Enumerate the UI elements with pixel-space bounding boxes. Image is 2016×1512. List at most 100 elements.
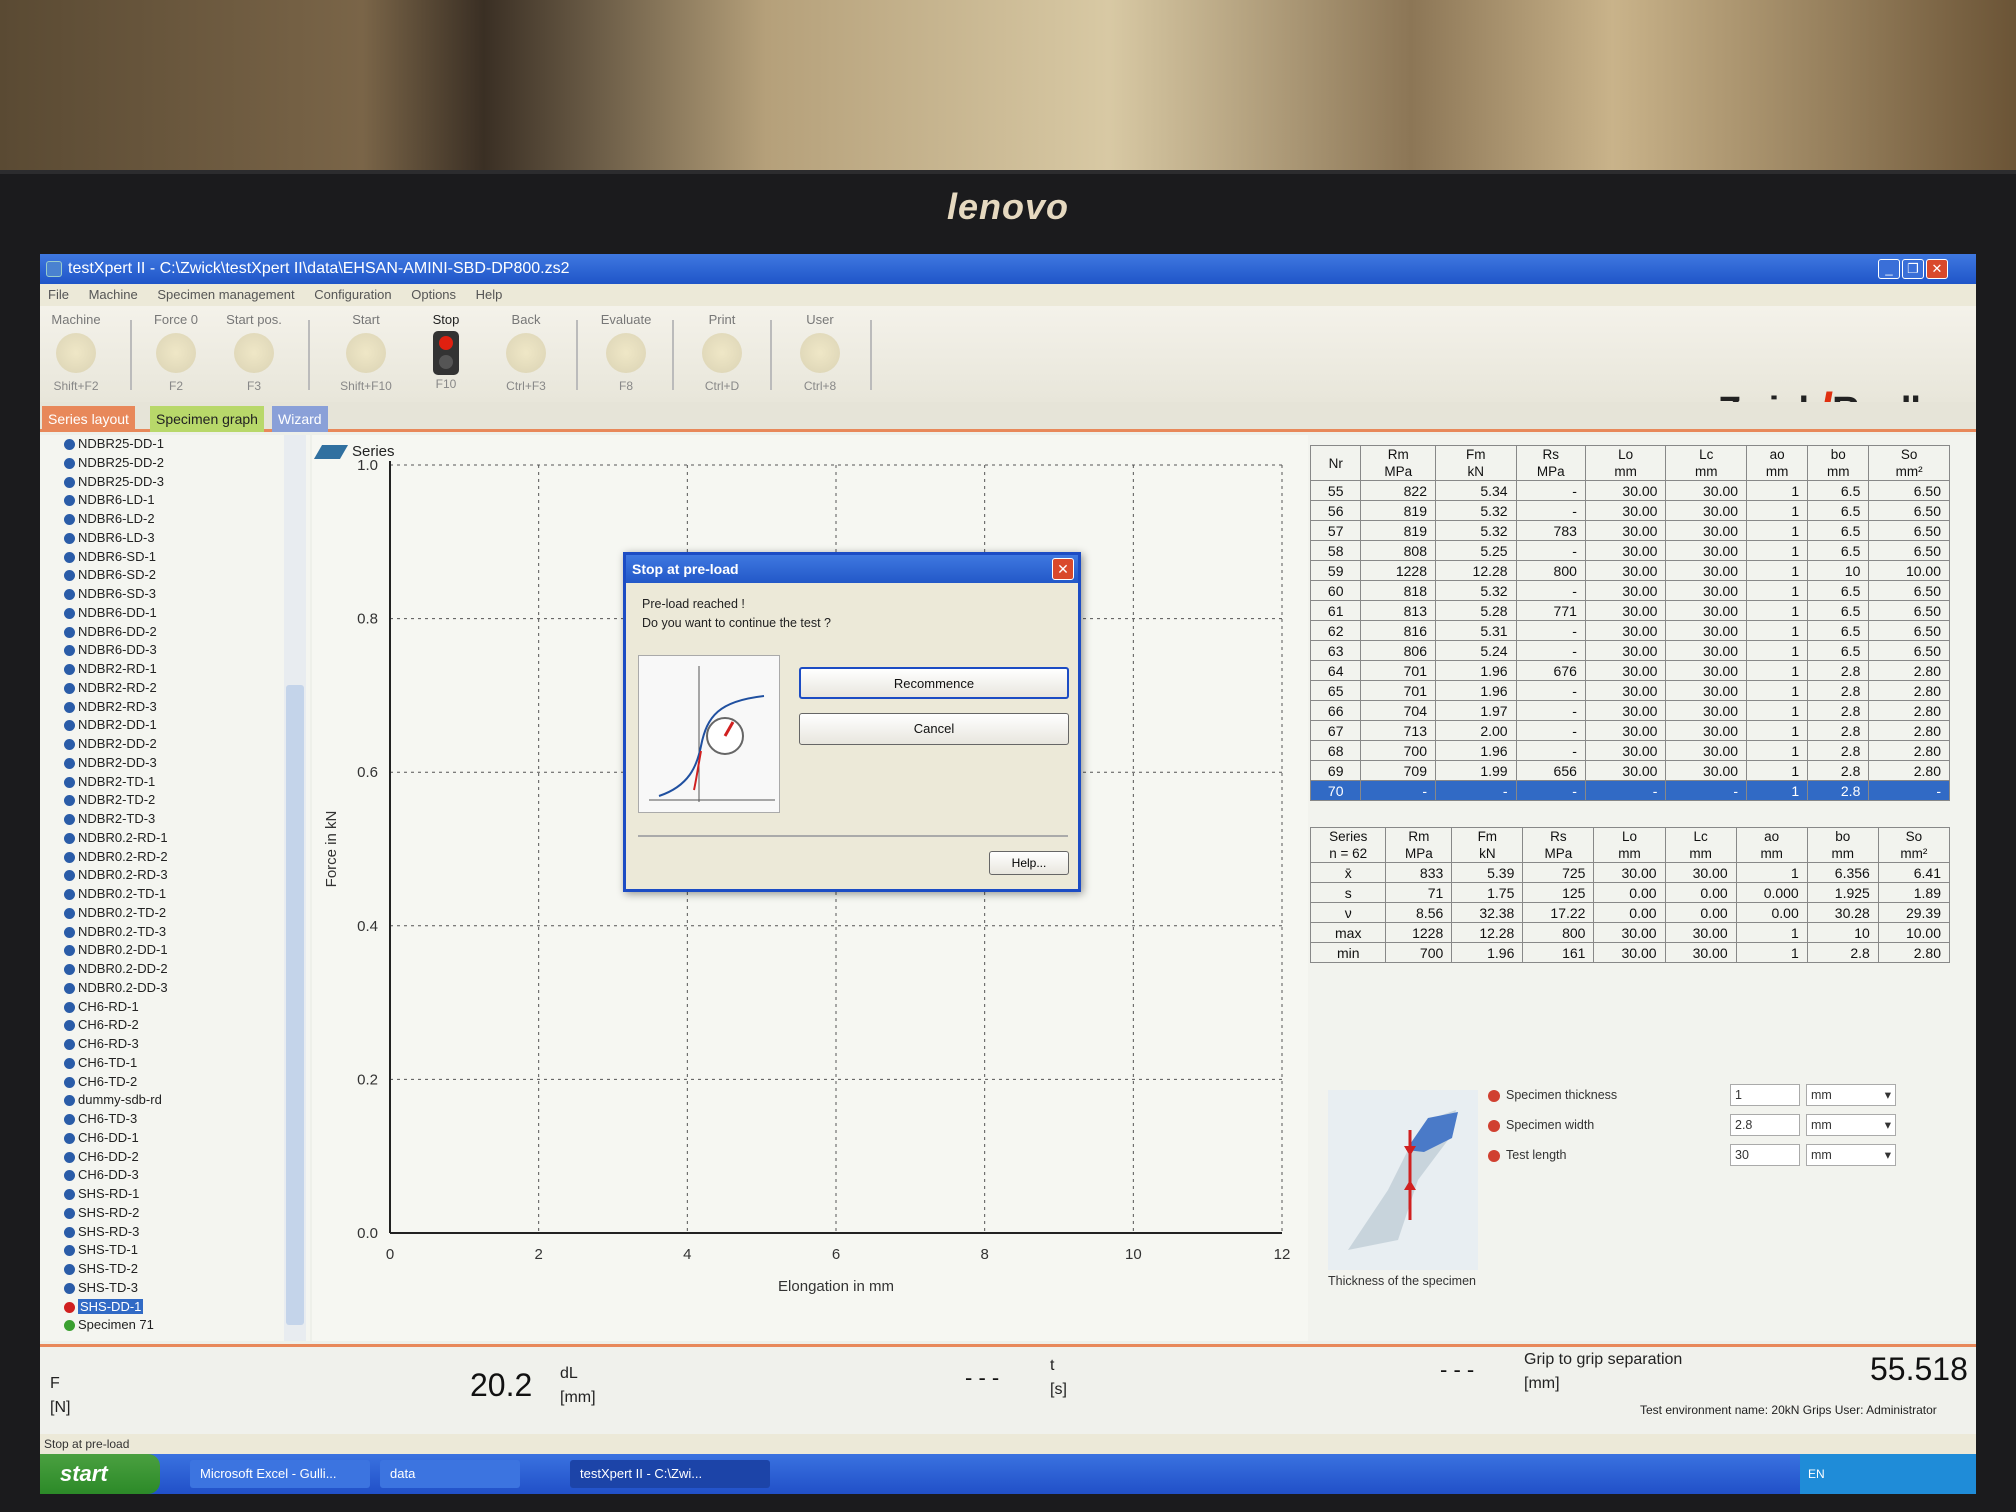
tree-item[interactable]: NDBR0.2-TD-3: [40, 923, 310, 942]
table-row[interactable]: 61 813 5.28 771 30.00 30.00 1 6.5 6.50: [1309, 600, 1950, 621]
minimize-icon[interactable]: _: [1878, 259, 1900, 279]
tree-item[interactable]: SHS-DD-1: [40, 1298, 310, 1317]
tree-item[interactable]: CH6-DD-1: [40, 1129, 310, 1148]
thickness-unit-select[interactable]: mm ▾: [1806, 1084, 1896, 1106]
recommence-button[interactable]: Recommence: [799, 667, 1069, 699]
tree-item[interactable]: NDBR2-DD-1: [40, 716, 310, 735]
print-button[interactable]: Print Ctrl+D: [686, 312, 758, 393]
user-button[interactable]: User Ctrl+8: [784, 312, 856, 393]
tree-item[interactable]: NDBR2-DD-3: [40, 754, 310, 773]
table-row[interactable]: 60 818 5.32-30.00 30.00 1 6.5 6.50: [1309, 580, 1950, 601]
table-row[interactable]: x̄ 833 5.39 725 30.00 30.00 1 6.356 6.41: [1309, 862, 1951, 883]
column-header[interactable]: Fm kN: [1435, 445, 1517, 481]
task-data-folder[interactable]: data: [380, 1460, 520, 1488]
width-unit-select[interactable]: mm ▾: [1806, 1114, 1896, 1136]
tree-item[interactable]: NDBR6-SD-3: [40, 585, 310, 604]
tree-item[interactable]: NDBR2-RD-3: [40, 698, 310, 717]
column-header[interactable]: Rm MPa: [1360, 445, 1436, 481]
tree-item[interactable]: NDBR0.2-DD-3: [40, 979, 310, 998]
task-excel[interactable]: Microsoft Excel - Gulli...: [190, 1460, 370, 1488]
tree-item[interactable]: NDBR25-DD-3: [40, 473, 310, 492]
table-row[interactable]: 62 816 5.31-30.00 30.00 1 6.5 6.50: [1309, 620, 1950, 641]
thickness-input[interactable]: 1: [1730, 1084, 1800, 1106]
tree-item[interactable]: NDBR25-DD-2: [40, 454, 310, 473]
table-row[interactable]: s 71 1.75 125 0.00 0.00 0.000 1.925 1.89: [1309, 882, 1951, 903]
table-row[interactable]: 65 701 1.96-30.00 30.00 1 2.8 2.80: [1309, 680, 1950, 701]
tree-item[interactable]: CH6-TD-1: [40, 1054, 310, 1073]
tree-item[interactable]: SHS-TD-3: [40, 1279, 310, 1298]
tree-item[interactable]: NDBR6-SD-2: [40, 566, 310, 585]
tree-item[interactable]: CH6-RD-2: [40, 1016, 310, 1035]
tree-item[interactable]: NDBR25-DD-1: [40, 435, 310, 454]
length-unit-select[interactable]: mm ▾: [1806, 1144, 1896, 1166]
tree-item[interactable]: NDBR6-DD-2: [40, 623, 310, 642]
tab-series-layout[interactable]: Series layout: [42, 406, 135, 432]
table-row[interactable]: max 1228 12.28 800 30.00 30.00 1 10 10.00: [1309, 922, 1951, 943]
length-input[interactable]: 30: [1730, 1144, 1800, 1166]
width-input[interactable]: 2.8: [1730, 1114, 1800, 1136]
table-row[interactable]: 56 819 5.32-30.00 30.00 1 6.5 6.50: [1309, 500, 1950, 521]
back-button[interactable]: Back Ctrl+F3: [490, 312, 562, 393]
tree-item[interactable]: NDBR0.2-TD-1: [40, 885, 310, 904]
table-row[interactable]: 68 700 1.96-30.00 30.00 1 2.8 2.80: [1309, 740, 1950, 761]
tree-item[interactable]: CH6-TD-2: [40, 1073, 310, 1092]
column-header[interactable]: Rm MPa: [1385, 827, 1453, 863]
table-row[interactable]: min 700 1.96 161 30.00 30.00 1 2.8 2.80: [1309, 942, 1951, 963]
table-row[interactable]: 69 709 1.99 656 30.00 30.00 1 2.8 2.80: [1309, 760, 1950, 781]
table-row[interactable]: 59 1228 12.28 800 30.00 30.00 1 10 10.00: [1309, 560, 1950, 581]
tree-item[interactable]: SHS-RD-2: [40, 1204, 310, 1223]
column-header[interactable]: Series n = 62: [1309, 827, 1387, 863]
close-icon[interactable]: ✕: [1926, 259, 1948, 279]
start-pos-button[interactable]: Start pos. F3: [218, 312, 290, 393]
column-header[interactable]: Nr: [1309, 445, 1362, 481]
tree-item[interactable]: NDBR2-TD-1: [40, 773, 310, 792]
force-zero-button[interactable]: Force 0 F2: [140, 312, 212, 393]
tree-item[interactable]: NDBR2-RD-1: [40, 660, 310, 679]
column-header[interactable]: Rs MPa: [1522, 827, 1595, 863]
menu-options[interactable]: Options: [411, 287, 457, 302]
column-header[interactable]: bo mm: [1807, 445, 1870, 481]
tree-item[interactable]: NDBR6-LD-3: [40, 529, 310, 548]
start-button[interactable]: Start Shift+F10: [330, 312, 402, 393]
tab-specimen-graph[interactable]: Specimen graph: [150, 406, 264, 432]
stop-button[interactable]: Stop F10: [410, 312, 482, 391]
tree-item[interactable]: NDBR2-TD-3: [40, 810, 310, 829]
column-header[interactable]: Lc mm: [1664, 827, 1737, 863]
column-header[interactable]: Rs MPa: [1515, 445, 1586, 481]
column-header[interactable]: Lo mm: [1593, 827, 1666, 863]
table-row[interactable]: ν 8.56 32.38 17.22 0.00 0.00 0.00 30.28 29.39: [1309, 902, 1951, 923]
tree-item[interactable]: SHS-TD-1: [40, 1241, 310, 1260]
tree-item[interactable]: NDBR0.2-RD-2: [40, 848, 310, 867]
menu-file[interactable]: File: [48, 287, 69, 302]
table-row[interactable]: 66 704 1.97-30.00 30.00 1 2.8 2.80: [1309, 700, 1950, 721]
table-row[interactable]: 67 713 2.00-30.00 30.00 1 2.8 2.80: [1309, 720, 1950, 741]
cancel-button[interactable]: Cancel: [799, 713, 1069, 745]
tree-item[interactable]: CH6-DD-3: [40, 1166, 310, 1185]
tree-item[interactable]: CH6-RD-1: [40, 998, 310, 1017]
table-row[interactable]: 70- - - - -1 2.8-: [1309, 780, 1950, 801]
tree-item[interactable]: SHS-TD-2: [40, 1260, 310, 1279]
tree-scroll-thumb[interactable]: [286, 685, 304, 1325]
column-header[interactable]: bo mm: [1806, 827, 1879, 863]
table-row[interactable]: 57 819 5.32 783 30.00 30.00 1 6.5 6.50: [1309, 520, 1950, 541]
maximize-icon[interactable]: ❐: [1902, 259, 1924, 279]
tree-item[interactable]: NDBR6-LD-2: [40, 510, 310, 529]
menu-help[interactable]: Help: [475, 287, 503, 302]
tree-item[interactable]: NDBR0.2-TD-2: [40, 904, 310, 923]
menu-specimen-management[interactable]: Specimen management: [157, 287, 295, 302]
column-header[interactable]: Fm kN: [1451, 827, 1524, 863]
column-header[interactable]: ao mm: [1746, 445, 1809, 481]
tree-item[interactable]: NDBR2-TD-2: [40, 791, 310, 810]
tree-item[interactable]: CH6-RD-3: [40, 1035, 310, 1054]
tree-item[interactable]: NDBR0.2-RD-1: [40, 829, 310, 848]
table-row[interactable]: 55 822 5.34-30.00 30.00 1 6.5 6.50: [1309, 480, 1950, 501]
tab-wizard[interactable]: Wizard: [272, 406, 328, 432]
tree-item[interactable]: NDBR6-DD-3: [40, 641, 310, 660]
start-button[interactable]: start: [40, 1454, 160, 1494]
tree-item[interactable]: NDBR2-DD-2: [40, 735, 310, 754]
menu-configuration[interactable]: Configuration: [314, 287, 392, 302]
table-row[interactable]: 64 701 1.96 676 30.00 30.00 1 2.8 2.80: [1309, 660, 1950, 681]
table-row[interactable]: 63 806 5.24-30.00 30.00 1 6.5 6.50: [1309, 640, 1950, 661]
machine-button[interactable]: Machine Shift+F2: [40, 312, 112, 393]
tree-item[interactable]: SHS-RD-3: [40, 1223, 310, 1242]
